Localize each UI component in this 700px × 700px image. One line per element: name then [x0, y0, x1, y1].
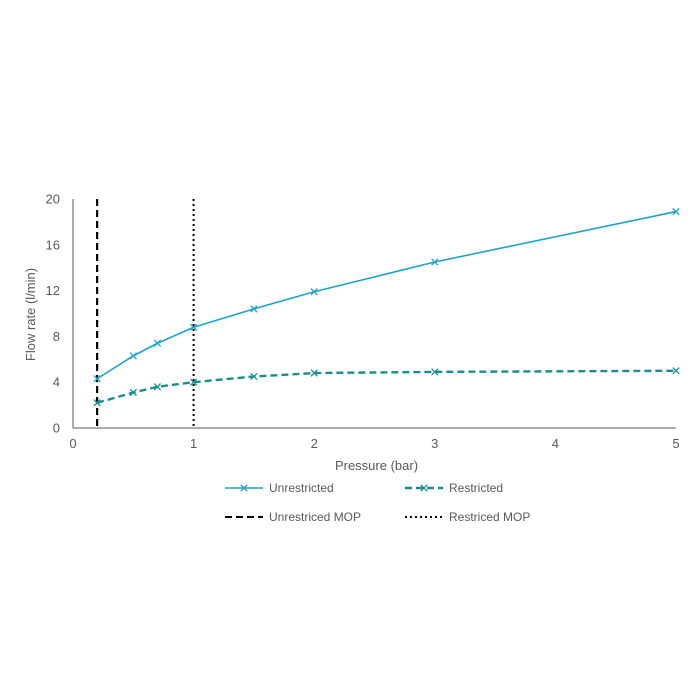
data-point-marker — [189, 323, 198, 331]
data-point-marker — [431, 258, 439, 266]
x-axis-title: Pressure (bar) — [335, 458, 418, 473]
data-point-marker — [420, 484, 428, 492]
data-point-marker — [189, 378, 198, 386]
y-tick-label: 8 — [53, 329, 60, 344]
y-tick-label: 12 — [46, 283, 60, 298]
data-point-marker — [250, 372, 258, 381]
legend-label: Restricted — [449, 481, 503, 495]
x-tick-label: 3 — [431, 436, 438, 451]
y-tick-label: 0 — [53, 421, 60, 436]
x-tick-label: 1 — [190, 436, 197, 451]
reference-lines — [96, 199, 195, 428]
data-point-marker — [129, 352, 137, 360]
series — [93, 207, 680, 407]
x-tick-label: 0 — [69, 436, 76, 451]
legend-entry: Restriced MOP — [405, 510, 530, 524]
legend-label: Restriced MOP — [449, 510, 530, 524]
data-point-marker — [672, 207, 680, 216]
x-tick-label: 4 — [552, 436, 559, 451]
y-axis-title: Flow rate (l/min) — [23, 268, 38, 361]
data-point-marker — [431, 368, 439, 376]
data-point-marker — [129, 388, 137, 397]
data-point-marker — [672, 367, 680, 375]
legend-entry: Unrestricted — [225, 481, 334, 495]
data-point-marker — [93, 399, 101, 407]
data-point-marker — [93, 375, 101, 383]
legend-label: Unrestricted — [269, 481, 334, 495]
legend-entry: Restricted — [405, 481, 503, 495]
legend-entry: Unrestriced MOP — [225, 510, 361, 524]
legend: Unrestricted Restricted Unrestriced MOP Res… — [225, 481, 530, 524]
data-point-marker — [250, 305, 258, 313]
series-line-restricted — [96, 369, 677, 404]
data-point-marker — [310, 369, 318, 377]
y-tick-label: 16 — [46, 237, 60, 252]
x-tick-label: 5 — [672, 436, 679, 451]
legend-label: Unrestriced MOP — [269, 510, 361, 524]
x-tick-label: 2 — [311, 436, 318, 451]
axes — [72, 199, 676, 429]
data-point-marker — [153, 339, 162, 347]
y-tick-label: 20 — [46, 192, 60, 207]
data-point-marker — [153, 383, 162, 391]
data-point-marker — [240, 484, 248, 492]
series-line-unrestricted — [96, 210, 677, 380]
data-point-marker — [310, 288, 318, 296]
y-tick-label: 4 — [53, 375, 60, 390]
